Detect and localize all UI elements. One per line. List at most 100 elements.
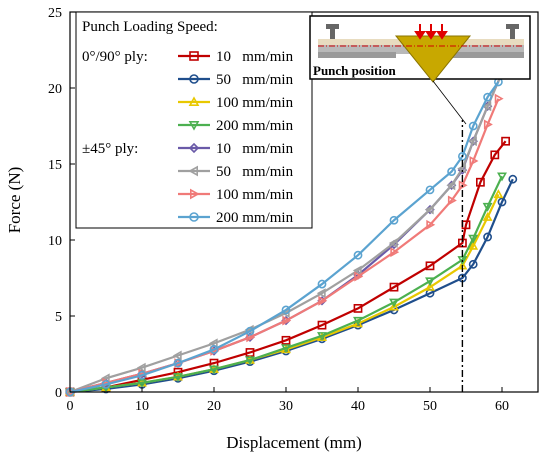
data-point [483,119,493,130]
data-point [245,326,255,336]
data-point [318,295,328,306]
x-tick-label: 60 [495,399,509,414]
fixture-base-left [318,52,396,58]
data-point [209,365,219,375]
x-axis-label: Displacement (mm) [226,433,362,452]
x-tick-label: 40 [351,399,365,414]
series-layer [64,67,518,398]
inset-label: Punch position [313,63,396,78]
legend-swatch-marker [189,212,199,222]
legend-swatch-marker [188,165,198,177]
data-point [469,156,479,166]
series-line [69,178,514,394]
data-point [468,259,478,269]
y-tick-label: 15 [48,158,62,173]
data-point [317,279,327,289]
data-point [494,93,504,104]
y-tick-label: 25 [48,6,62,21]
data-point [482,202,493,212]
legend-swatch-marker [189,51,199,61]
data-point [508,174,518,184]
legend-entry-label: 100 mm/min [216,95,294,111]
data-point [490,150,500,160]
data-point [353,303,363,313]
data-point [475,177,485,187]
legend-entry-label: 50 mm/min [216,72,294,88]
legend-swatch-marker [188,96,200,106]
data-point [282,315,292,326]
data-point [352,265,362,276]
data-point [497,172,507,182]
x-tick-label: 30 [279,399,293,414]
legend: Punch Loading Speed: 0°/90° ply: 10 mm/mi… [75,11,313,229]
data-point [389,215,399,225]
x-tick-label: 20 [207,399,221,414]
load-arrows-icon [414,24,448,40]
y-tick-label: 5 [55,310,62,325]
fixture-base-right [446,52,524,58]
data-point [425,277,435,287]
data-point [390,247,400,258]
data-point [468,121,478,131]
data-point [354,271,364,282]
data-point [458,180,468,191]
inset-pointer [432,80,467,125]
x-tick-label: 0 [67,399,74,414]
data-point [483,232,492,242]
data-point [468,234,479,244]
data-point [173,358,183,368]
data-point [482,101,492,112]
data-point [446,180,456,191]
data-point [136,362,146,373]
data-point [316,288,326,299]
legend-swatch-marker [189,74,199,84]
legend-group-label: 0°/90° ply: [82,49,148,65]
data-point [353,318,363,328]
data-point [447,167,456,176]
data-point [388,238,398,248]
data-point [281,305,291,315]
data-point [137,370,147,380]
series-line [69,175,503,394]
data-point [281,335,291,345]
data-point [467,136,477,147]
data-point [501,136,510,146]
legend-swatch-marker [188,142,200,154]
legend-swatch-marker [190,188,200,200]
legend-entry-label: 10 mm/min [216,141,294,157]
data-point [497,197,507,207]
data-point [317,320,327,330]
y-tick-label: 10 [48,234,62,249]
data-point [389,301,399,311]
data-point [353,316,363,326]
data-point [209,345,219,354]
data-point [483,92,492,102]
axes-layer: 0 10 20 30 40 50 60 0 5 10 15 20 25 [48,6,539,414]
data-point [245,356,255,366]
data-point [389,298,399,308]
legend-entry-label: 50 mm/min [216,164,294,180]
series-line [69,81,500,394]
legend-entry-label: 100 mm/min [216,187,294,203]
data-point [281,344,291,354]
data-point [425,281,435,291]
legend-title: Punch Loading Speed: [82,19,218,35]
data-point [317,332,327,342]
data-point [457,151,467,161]
series-3 [65,172,507,398]
y-tick-label: 20 [48,82,62,97]
legend-entry-label: 200 mm/min [216,210,294,226]
series-7 [65,77,503,397]
data-point [137,379,147,389]
x-tick-label: 50 [423,399,437,414]
data-point [425,185,435,195]
series-0 [65,136,510,397]
series-line [69,140,507,394]
data-point [447,195,457,206]
clamp-screw-right [510,28,515,39]
data-point [389,282,399,292]
data-point [493,189,504,199]
y-tick-label: 0 [55,386,62,401]
